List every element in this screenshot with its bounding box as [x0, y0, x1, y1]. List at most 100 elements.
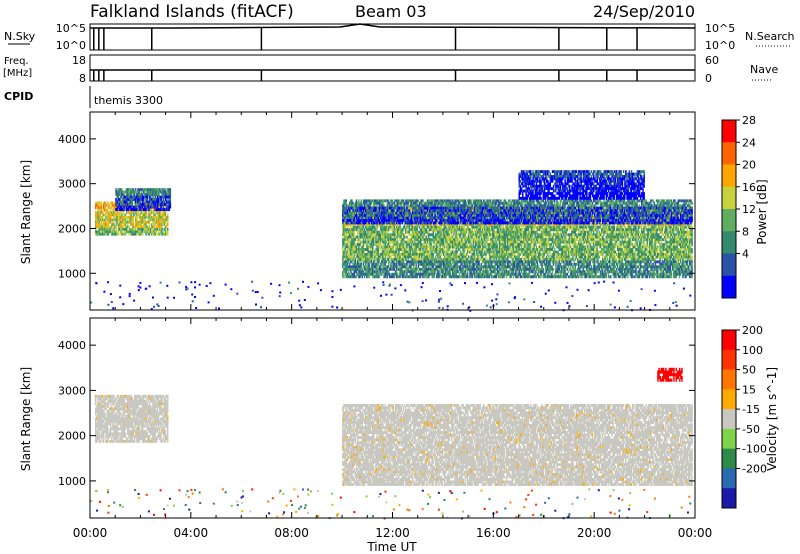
data-cell [449, 223, 452, 227]
data-cell [362, 260, 365, 264]
data-cell [428, 230, 430, 234]
data-cell [419, 267, 422, 271]
data-cell [517, 275, 519, 279]
data-cell [466, 258, 469, 261]
data-cell [473, 253, 476, 256]
data-cell [145, 232, 147, 236]
data-cell [391, 250, 393, 254]
data-cell [485, 267, 487, 271]
data-cell [426, 250, 429, 254]
data-cell [137, 198, 139, 201]
data-cell [422, 267, 424, 271]
data-cell [474, 213, 477, 217]
data-cell [378, 258, 381, 261]
data-cell [344, 235, 346, 239]
data-cell [473, 272, 476, 276]
data-cell [159, 195, 161, 199]
data-cell [107, 211, 110, 214]
data-cell [474, 206, 477, 209]
data-cell [373, 238, 375, 242]
data-cell [379, 272, 382, 276]
data-cell [132, 225, 135, 229]
data-cell [497, 275, 500, 279]
data-cell [457, 248, 460, 251]
data-cell [162, 188, 165, 192]
data-cell [122, 201, 124, 205]
data-cell [349, 250, 351, 254]
data-cell [429, 248, 431, 251]
data-cell [359, 230, 361, 234]
data-cell [461, 225, 463, 229]
data-cell [487, 245, 489, 249]
data-cell [151, 225, 153, 229]
data-cell [406, 243, 408, 246]
data-cell [468, 267, 470, 271]
data-cell [447, 250, 449, 254]
data-cell [366, 272, 368, 276]
data-cell [95, 223, 97, 226]
data-cell [495, 240, 497, 244]
data-cell [375, 240, 377, 244]
data-cell [476, 233, 478, 237]
data-cell [132, 211, 135, 214]
data-cell [350, 225, 352, 229]
data-cell [428, 233, 430, 237]
data-cell [130, 208, 132, 211]
data-cell [416, 275, 418, 279]
data-cell [374, 260, 376, 264]
data-cell [99, 216, 102, 219]
data-cell [494, 260, 496, 264]
data-cell [390, 225, 392, 229]
data-cell [442, 225, 445, 229]
data-cell [103, 201, 105, 205]
data-cell [160, 223, 162, 226]
data-cell [95, 204, 97, 207]
data-cell [493, 265, 495, 269]
data-cell [120, 223, 122, 226]
data-cell [437, 230, 439, 234]
data-cell [464, 230, 467, 234]
data-cell [410, 265, 413, 269]
data-cell [362, 230, 365, 234]
data-cell [401, 233, 404, 237]
data-cell [378, 267, 381, 271]
data-cell [114, 218, 116, 222]
data-cell [378, 235, 381, 239]
data-cell [370, 262, 373, 266]
data-cell [375, 230, 377, 234]
data-cell [411, 275, 414, 279]
data-cell [131, 211, 134, 214]
data-cell [398, 275, 400, 279]
data-cell [131, 223, 134, 226]
data-cell [488, 250, 491, 254]
data-cell [523, 253, 525, 256]
data-cell [168, 203, 170, 206]
data-cell [156, 228, 159, 231]
data-cell [470, 243, 472, 246]
data-cell [164, 188, 167, 192]
data-cell [155, 204, 158, 207]
data-cell [423, 267, 425, 271]
data-cell [156, 208, 159, 211]
data-cell [366, 228, 368, 232]
data-cell [361, 245, 363, 249]
data-cell [137, 225, 139, 229]
data-cell [433, 250, 436, 254]
data-cell [139, 211, 142, 214]
data-cell [466, 272, 469, 276]
data-cell [106, 218, 108, 222]
data-cell [158, 188, 160, 192]
data-cell [450, 225, 453, 229]
data-cell [167, 195, 169, 199]
data-cell [463, 233, 465, 237]
data-cell [492, 233, 494, 237]
data-cell [155, 188, 158, 192]
data-cell [343, 260, 345, 264]
data-cell [481, 248, 484, 251]
data-cell [432, 218, 434, 222]
data-cell [437, 233, 439, 237]
data-cell [500, 245, 502, 249]
data-cell [371, 225, 374, 229]
data-cell [504, 238, 507, 242]
data-cell [166, 193, 168, 196]
